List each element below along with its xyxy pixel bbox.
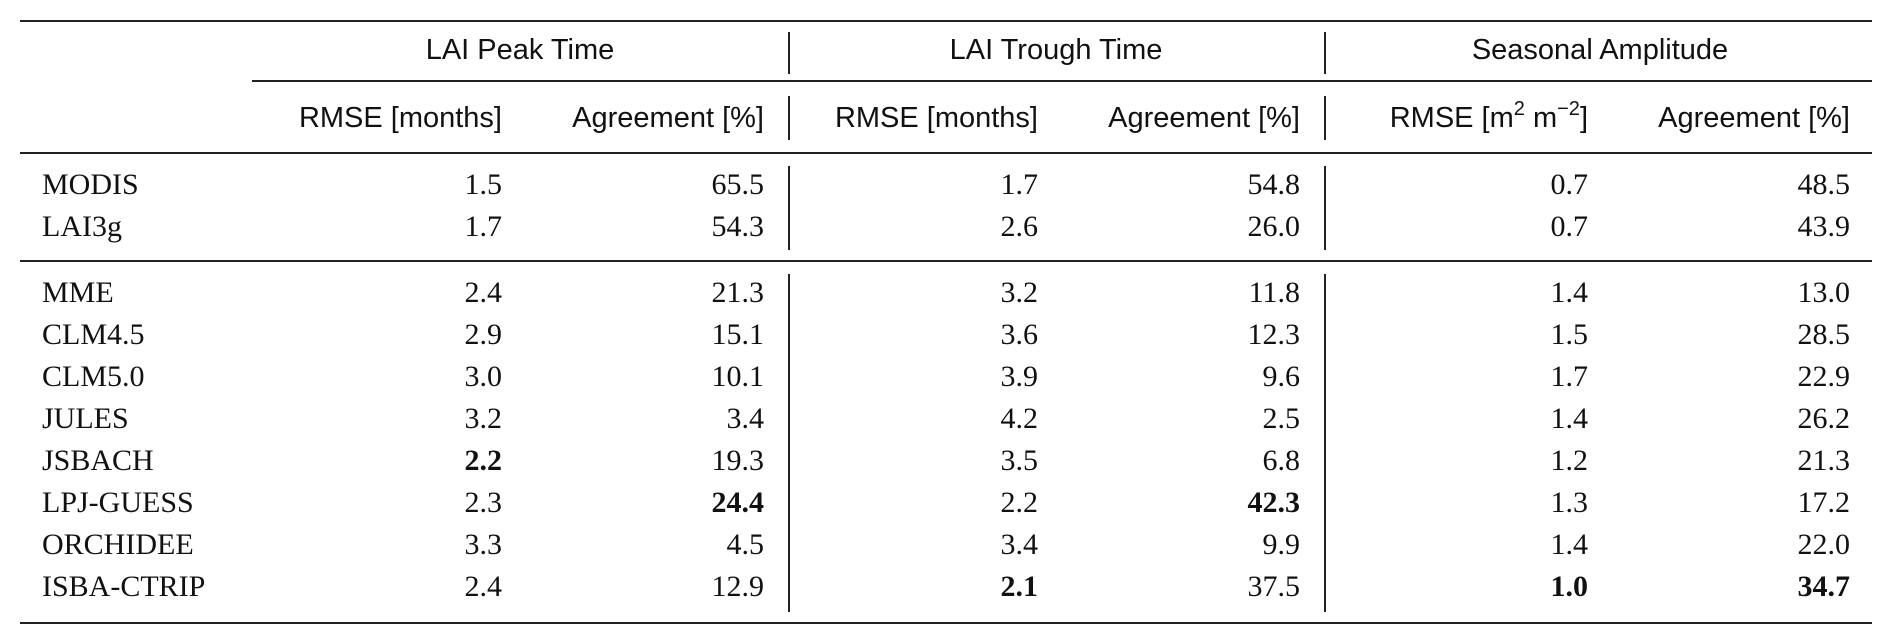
table-cell: 12.9	[711, 570, 765, 603]
table-cell: 1.3	[1550, 486, 1589, 519]
table-cell: 4.2	[1000, 402, 1039, 435]
group-separator	[788, 32, 790, 74]
table-cell: 54.3	[711, 210, 765, 243]
group-header-trough-time: LAI Trough Time	[949, 34, 1163, 66]
subheader-rmse-months: RMSE [months]	[298, 102, 502, 134]
subheader-rmse-months: RMSE [months]	[834, 102, 1038, 134]
row-label: JULES	[42, 402, 129, 435]
table-cell: 34.7	[1797, 570, 1851, 603]
table-cell: 9.9	[1262, 528, 1301, 561]
table-cell: 22.9	[1797, 360, 1851, 393]
table-cell: 26.2	[1797, 402, 1851, 435]
table-cell: 65.5	[711, 168, 765, 201]
table-cell: 0.7	[1550, 210, 1589, 243]
subheader-agreement: Agreement [%]	[572, 102, 764, 134]
section-rule	[20, 260, 1872, 262]
group-header-peak-time: LAI Peak Time	[425, 34, 615, 66]
subheader-agreement: Agreement [%]	[1658, 102, 1850, 134]
model-separator	[788, 274, 790, 612]
table-cell: 2.2	[464, 444, 503, 477]
table-cell: 19.3	[711, 444, 765, 477]
table-cell: 3.0	[464, 360, 503, 393]
table-cell: 3.4	[726, 402, 765, 435]
table-cell: 15.1	[711, 318, 765, 351]
table-cell: 3.2	[464, 402, 503, 435]
table-cell: 9.6	[1262, 360, 1301, 393]
table-cell: 28.5	[1797, 318, 1851, 351]
table-cell: 54.8	[1247, 168, 1301, 201]
subheader-rmse-amplitude: RMSE [m2 m−2]	[1389, 98, 1588, 134]
table-cell: 2.2	[1000, 486, 1039, 519]
row-label: MME	[42, 276, 114, 309]
table-cell: 12.3	[1247, 318, 1301, 351]
table-cell: 43.9	[1797, 210, 1851, 243]
table-cell: 21.3	[711, 276, 765, 309]
row-label: CLM5.0	[42, 360, 145, 393]
header-rule	[20, 152, 1872, 154]
table-cell: 22.0	[1797, 528, 1851, 561]
table-cell: 17.2	[1797, 486, 1851, 519]
row-label: LPJ-GUESS	[42, 486, 194, 519]
table-cell: 11.8	[1248, 276, 1300, 309]
table-cell: 1.7	[1550, 360, 1589, 393]
table-cell: 2.6	[1000, 210, 1039, 243]
table-cell: 2.3	[464, 486, 503, 519]
model-separator	[1324, 274, 1326, 612]
table-cell: 42.3	[1247, 486, 1301, 519]
group-separator	[1324, 32, 1326, 74]
table-cell: 48.5	[1797, 168, 1851, 201]
top-rule	[20, 20, 1872, 22]
table-cell: 2.4	[464, 570, 503, 603]
bottom-rule	[20, 622, 1872, 624]
table-cell: 2.1	[1000, 570, 1039, 603]
row-label: ORCHIDEE	[42, 528, 194, 561]
subheader-separator	[788, 96, 790, 140]
table-cell: 24.4	[711, 486, 765, 519]
table-cell: 1.5	[1550, 318, 1589, 351]
table-cell: 1.5	[464, 168, 503, 201]
table-cell: 0.7	[1550, 168, 1589, 201]
table-cell: 37.5	[1247, 570, 1301, 603]
table-cell: 10.1	[711, 360, 765, 393]
table-cell: 6.8	[1262, 444, 1301, 477]
table-cell: 1.7	[464, 210, 503, 243]
row-label: JSBACH	[42, 444, 154, 477]
table-cell: 2.5	[1262, 402, 1301, 435]
table-cell: 3.2	[1000, 276, 1039, 309]
table-cell: 1.2	[1550, 444, 1589, 477]
table-cell: 1.4	[1550, 528, 1589, 561]
subheader-agreement: Agreement [%]	[1108, 102, 1300, 134]
table-cell: 3.3	[464, 528, 503, 561]
table-cell: 13.0	[1797, 276, 1851, 309]
table-cell: 2.4	[464, 276, 503, 309]
group-header-seasonal-amplitude: Seasonal Amplitude	[1471, 34, 1729, 66]
obs-separator	[788, 166, 790, 250]
row-label: CLM4.5	[42, 318, 145, 351]
obs-separator	[1324, 166, 1326, 250]
table-cell: 1.7	[1000, 168, 1039, 201]
table-cell: 3.4	[1000, 528, 1039, 561]
table-cell: 2.9	[464, 318, 503, 351]
table-cell: 1.4	[1550, 402, 1589, 435]
group-rule	[252, 80, 1872, 82]
table-cell: 1.0	[1550, 570, 1589, 603]
table-cell: 21.3	[1797, 444, 1851, 477]
table-cell: 3.5	[1000, 444, 1039, 477]
table-cell: 1.4	[1550, 276, 1589, 309]
table-cell: 3.6	[1000, 318, 1039, 351]
row-label: MODIS	[42, 168, 139, 201]
table-cell: 4.5	[726, 528, 765, 561]
table-cell: 26.0	[1247, 210, 1301, 243]
table-cell: 3.9	[1000, 360, 1039, 393]
row-label: ISBA-CTRIP	[42, 570, 206, 603]
subheader-separator	[1324, 96, 1326, 140]
row-label: LAI3g	[42, 210, 122, 243]
